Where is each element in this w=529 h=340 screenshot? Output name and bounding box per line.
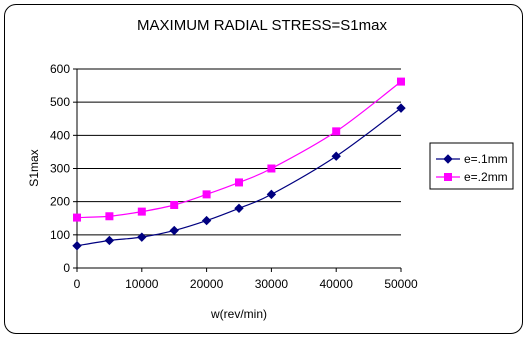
series-1-point-3 <box>169 225 179 236</box>
x-axis-label: w(rev/min) <box>210 307 267 321</box>
legend-series-2-label: e=.2mm <box>464 170 508 184</box>
series-1-point-1 <box>104 235 115 246</box>
y-tick-label-200: 200 <box>50 195 70 209</box>
y-tick-label-500: 500 <box>50 95 70 109</box>
series-1-point-8 <box>396 103 406 113</box>
chart-title: MAXIMUM RADIAL STRESS=S1max <box>137 17 387 34</box>
series-2-point-3 <box>170 200 179 209</box>
series-1-point-2 <box>137 232 147 242</box>
series-2-point-7 <box>332 127 341 136</box>
series-2-point-6 <box>267 164 276 173</box>
x-tick-label-40000: 40000 <box>320 277 354 291</box>
series-2-point-4 <box>202 190 211 199</box>
plot-area: 0 100 200 300 400 500 600 0 10000 20000 30000 40000… <box>50 62 418 291</box>
series-2-point-2 <box>137 207 146 216</box>
legend-series-2-marker <box>444 173 452 181</box>
y-axis-label: S1max <box>27 149 41 186</box>
y-tick-label-300: 300 <box>50 162 70 176</box>
series-1-line <box>76 107 402 247</box>
legend-box <box>429 142 514 190</box>
series-2-point-1 <box>105 212 114 221</box>
series-1-point-0 <box>72 241 82 251</box>
series-2-point-8 <box>397 77 405 86</box>
series-2-point-0 <box>73 213 81 222</box>
x-tick-label-30000: 30000 <box>255 277 289 291</box>
y-tick-label-600: 600 <box>50 62 70 76</box>
series-1-point-7 <box>331 151 341 161</box>
legend-series-1-label: e=.1mm <box>464 152 508 166</box>
x-tick-label-50000: 50000 <box>384 277 418 291</box>
legend: e=.1mm e=.2mm <box>429 142 514 190</box>
series-1-point-4 <box>201 215 212 226</box>
series-1-point-6 <box>266 189 277 200</box>
series-2-point-5 <box>235 178 243 187</box>
series-1-point-5 <box>234 203 244 214</box>
x-tick-label-20000: 20000 <box>190 277 224 291</box>
y-tick-label-400: 400 <box>50 128 70 142</box>
x-tick-label-0: 0 <box>74 277 81 291</box>
y-tick-label-0: 0 <box>63 261 70 275</box>
x-tick-label-10000: 10000 <box>125 277 159 291</box>
y-tick-label-100: 100 <box>50 228 70 242</box>
legend-series-1-marker <box>443 154 453 164</box>
